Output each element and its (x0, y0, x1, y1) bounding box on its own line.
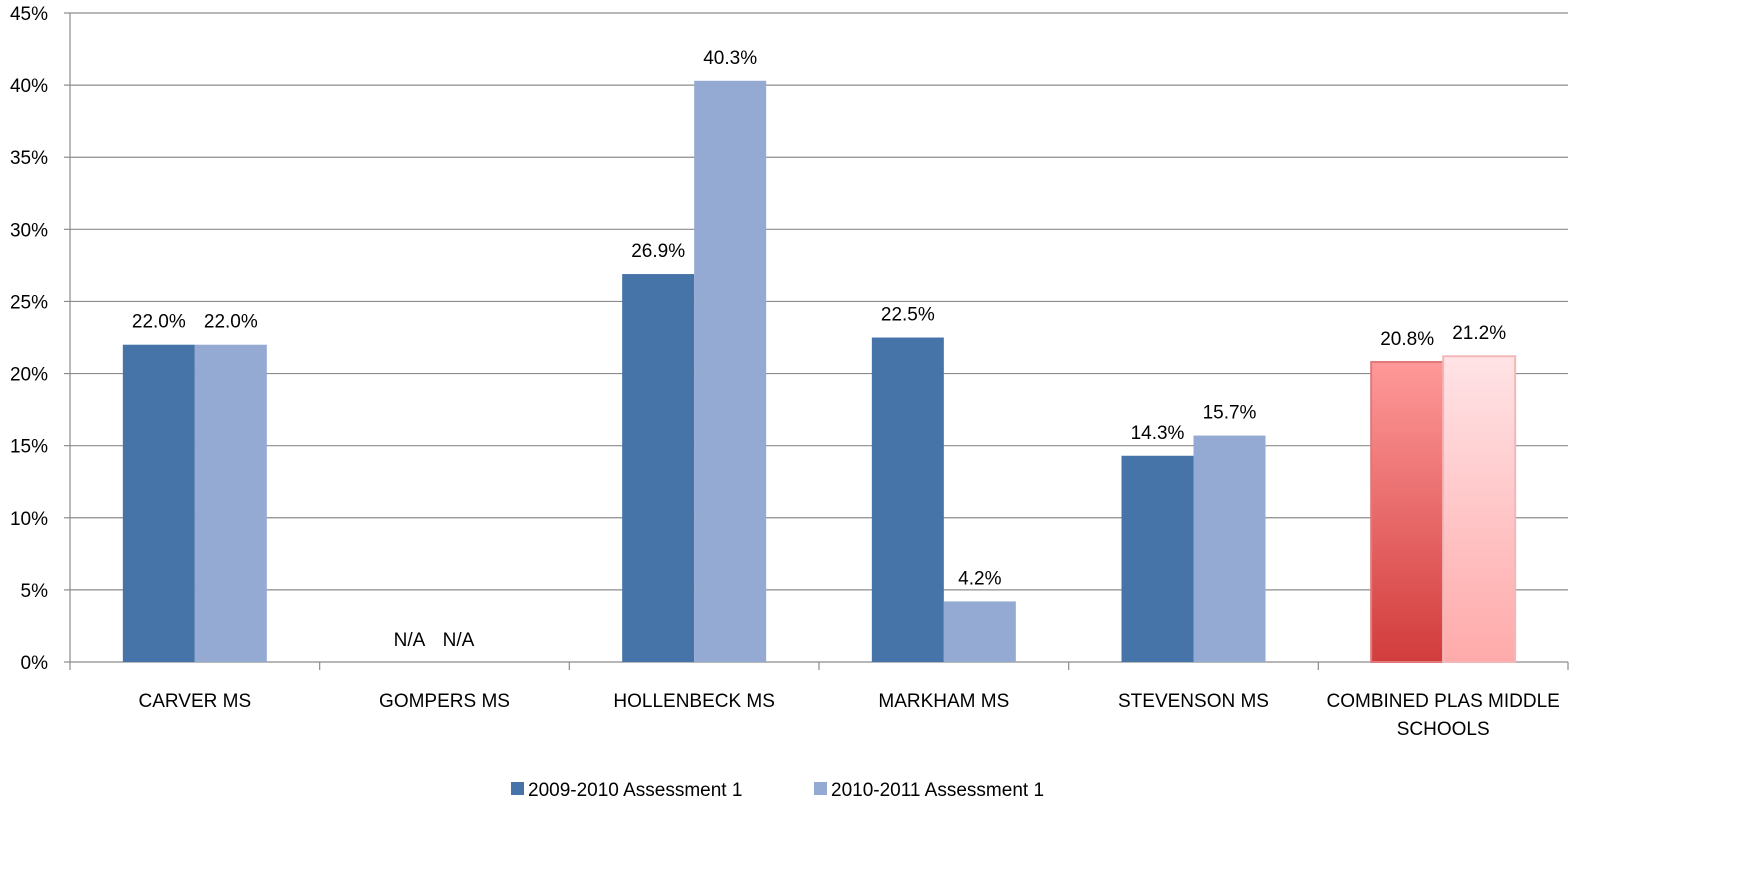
axes: 0% 5% 10% 15% 20% 25% 30% 35% 40% 45% CARVER MS GOM… (10, 4, 1569, 740)
data-label: 22.0% (204, 312, 258, 333)
y-tick-label: 45% (10, 4, 48, 25)
y-tick-label: 20% (10, 365, 48, 386)
legend-label: 2010-2011 Assessment 1 (831, 780, 1044, 801)
bars (122, 80, 1517, 663)
data-label: 20.8% (1380, 329, 1434, 350)
x-category-label: STEVENSON MS (1118, 691, 1269, 712)
x-category-label: COMBINED PLAS MIDDLE SCHOOLS (1327, 691, 1560, 740)
data-label: 40.3% (703, 48, 757, 69)
data-label: 14.3% (1131, 423, 1185, 444)
bar (1193, 435, 1266, 662)
x-category-label: CARVER MS (139, 691, 252, 712)
bar (694, 80, 767, 663)
data-label: 22.5% (881, 305, 935, 326)
y-tick-label: 10% (10, 509, 48, 530)
bar (943, 601, 1016, 662)
bar (1442, 355, 1517, 663)
legend-label: 2009-2010 Assessment 1 (528, 780, 742, 801)
bar (622, 274, 695, 662)
y-tick-label: 25% (10, 292, 48, 313)
data-label: N/A (394, 630, 426, 651)
y-tick-label: 40% (10, 76, 48, 97)
legend: 2009-2010 Assessment 1 2010-2011 Assessme… (511, 780, 1044, 801)
data-label: 4.2% (958, 568, 1001, 589)
data-label: 15.7% (1203, 403, 1257, 424)
bar (871, 337, 944, 662)
y-tick-label: 35% (10, 148, 48, 169)
x-category-label: MARKHAM MS (878, 691, 1009, 712)
bar (1121, 455, 1194, 662)
y-tick-label: 0% (21, 653, 49, 674)
data-label: 21.2% (1452, 323, 1506, 344)
y-tick-label: 15% (10, 437, 48, 458)
bar (122, 344, 195, 662)
y-tick-label: 5% (21, 581, 49, 602)
bar (1370, 361, 1445, 663)
x-category-label: GOMPERS MS (379, 691, 510, 712)
data-label: 22.0% (132, 312, 186, 333)
data-labels: 22.0% N/A 26.9% 22.5% 14.3% 20.8% 22.0% N/A 40.3… (132, 48, 1506, 651)
legend-swatch (814, 782, 827, 795)
y-tick-label: 30% (10, 220, 48, 241)
data-label: N/A (443, 630, 475, 651)
data-label: 26.9% (631, 241, 685, 262)
gridlines (70, 12, 1568, 591)
x-category-label: HOLLENBECK MS (613, 691, 775, 712)
bar (194, 344, 267, 662)
legend-swatch (511, 782, 524, 795)
